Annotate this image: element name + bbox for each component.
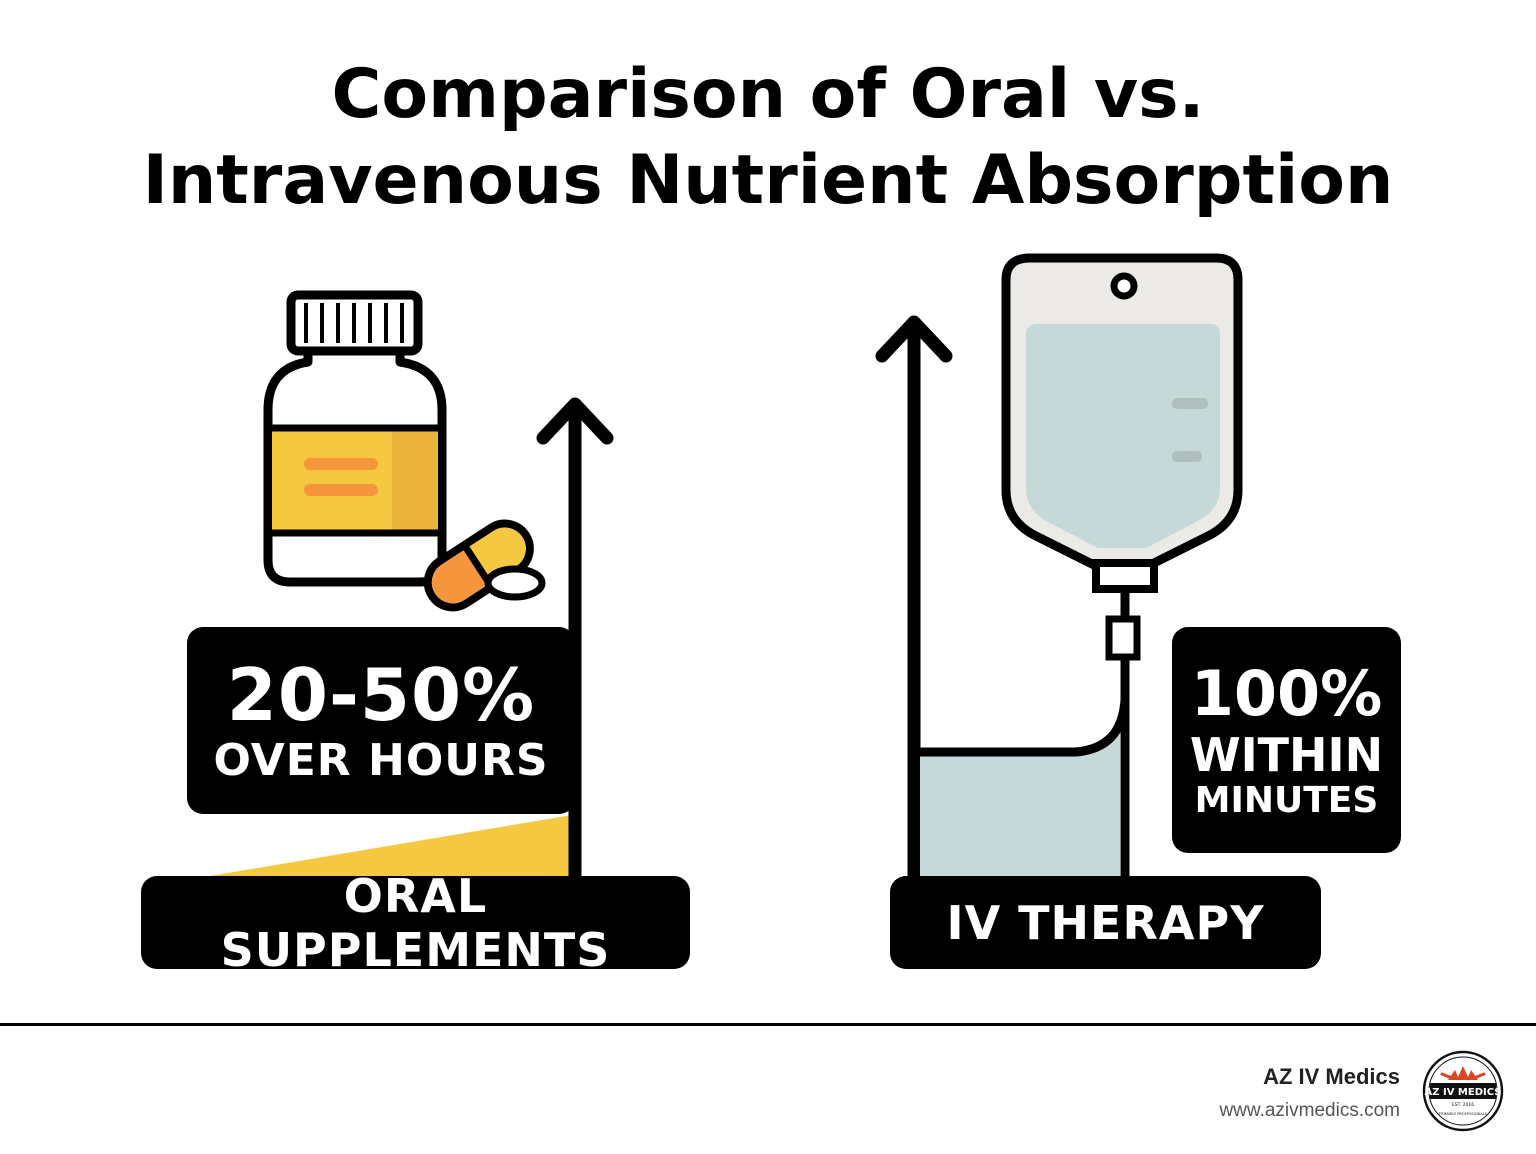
title-line-1: Comparison of Oral vs.	[331, 55, 1205, 134]
iv-stat-value: 100%	[1190, 657, 1383, 730]
oral-stat-caption: OVER HOURS	[213, 734, 549, 786]
brand-info: AZ IV Medics www.azivmedics.com	[1219, 1062, 1400, 1126]
iv-bag-icon	[1001, 253, 1243, 661]
iv-tube	[914, 588, 1130, 757]
iv-stat-box: 100% WITHIN MINUTES	[1172, 627, 1401, 853]
svg-text:AZ IV MEDICS: AZ IV MEDICS	[1425, 1087, 1502, 1098]
capsule-icon	[423, 519, 534, 612]
brand-url[interactable]: www.azivmedics.com	[1219, 1100, 1400, 1121]
title-line-2: Intravenous Nutrient Absorption	[142, 141, 1394, 220]
iv-up-arrow-icon	[875, 315, 953, 880]
svg-text:EST. 2016: EST. 2016	[1452, 1102, 1474, 1108]
brand-logo: AZ IV MEDICS EST. 2016 FRIENDLY PROFESSI…	[1422, 1050, 1504, 1132]
oral-up-arrow-icon	[536, 397, 614, 880]
oral-absorption-area	[210, 815, 572, 876]
illustration	[210, 253, 1243, 880]
oral-stat-box: 20-50% OVER HOURS	[187, 627, 575, 814]
iv-absorption-area	[920, 700, 1120, 876]
pill-bottle-icon	[263, 290, 447, 587]
oral-category-label: ORAL SUPPLEMENTS	[141, 869, 690, 977]
tablet-icon	[484, 565, 546, 601]
iv-stat-caption-line2: MINUTES	[1194, 780, 1379, 821]
iv-stat-caption-line1: WITHIN	[1189, 728, 1384, 782]
iv-category-label: IV THERAPY	[890, 876, 1321, 969]
oral-stat-value: 20-50%	[226, 652, 536, 737]
svg-text:FRIENDLY PROFESSIONALS: FRIENDLY PROFESSIONALS	[1439, 1112, 1488, 1116]
footer-divider	[0, 1023, 1536, 1026]
page-title: Comparison of Oral vs. Intravenous Nutri…	[0, 52, 1536, 224]
brand-name: AZ IV Medics	[1263, 1064, 1400, 1089]
